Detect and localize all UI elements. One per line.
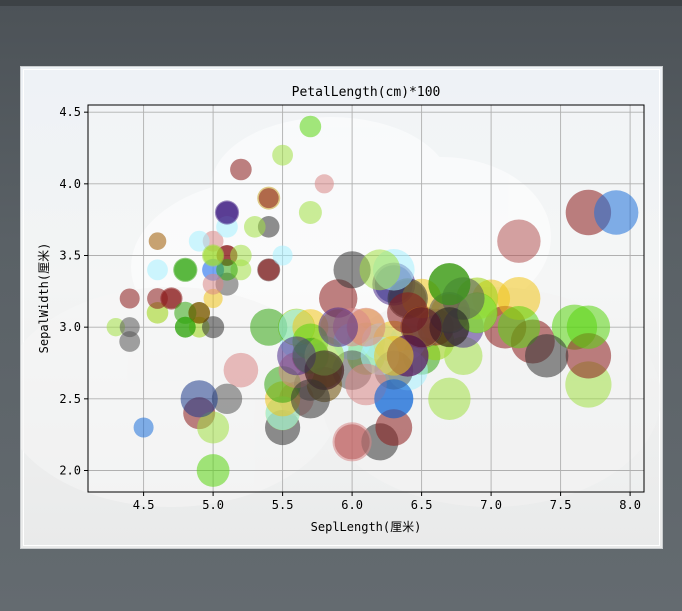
scatter-point (497, 305, 541, 349)
top-window-edge (0, 0, 682, 6)
scatter-point (375, 409, 413, 446)
scatter-point (119, 317, 140, 338)
scatter-point (257, 259, 280, 281)
scatter-point (188, 230, 210, 252)
plot-frame (87, 104, 645, 493)
scatter-point (359, 249, 401, 291)
scatter-point (428, 263, 471, 306)
x-tick-label: 5.5 (272, 498, 294, 512)
x-tick-label: 7.5 (550, 498, 572, 512)
y-tick-label: 4.5 (59, 105, 81, 119)
scatter-point (374, 336, 414, 376)
x-tick-label: 4.5 (133, 498, 155, 512)
scatter-point (244, 216, 266, 238)
scatter-point (401, 307, 442, 348)
scatter-point (566, 305, 611, 349)
scatter-point (211, 383, 243, 415)
scatter-point (215, 201, 239, 224)
y-tick-label: 3.5 (59, 249, 81, 263)
scatter-point (173, 257, 198, 282)
scatter-point (333, 251, 371, 289)
scatter-point (119, 288, 140, 309)
scatter-point (180, 380, 218, 418)
figure-inner-border (23, 69, 660, 546)
figure-window: 4.5 5.0 5.5 6.0 6.5 7.0 7.5 8.0 2.0 2.5 3.0 3.5 4.0… (20, 66, 663, 549)
x-tick-label: 6.0 (341, 498, 363, 512)
x-tick-label: 6.5 (411, 498, 433, 512)
x-axis-ticks: 4.5 5.0 5.5 6.0 6.5 7.0 7.5 8.0 (133, 492, 641, 512)
scatter-point (223, 352, 259, 388)
chart-title: PetalLength(cm)*100 (292, 85, 441, 100)
scatter-point (202, 273, 224, 295)
scatter-point (216, 259, 238, 281)
scatter-point (525, 334, 569, 378)
scatter-point (230, 158, 252, 181)
scatter-point (299, 115, 322, 138)
scatter-point (594, 190, 639, 235)
scatter-point (119, 331, 141, 352)
scatter-point (133, 417, 154, 438)
scatter-point (374, 379, 414, 419)
scatter-point (332, 422, 372, 462)
scatter-point (314, 174, 334, 194)
scatter-point (318, 307, 359, 347)
scatter-point (304, 350, 345, 390)
scatter-point (196, 454, 230, 487)
scatter-point (272, 245, 293, 266)
data-points (106, 115, 639, 487)
scatter-point (497, 219, 541, 263)
scatter-point (188, 302, 210, 324)
y-tick-label: 4.0 (59, 177, 81, 191)
scatter-point (250, 308, 288, 346)
scatter-point (429, 307, 470, 348)
y-axis-ticks: 2.0 2.5 3.0 3.5 4.0 4.5 (59, 105, 88, 478)
scatter-point (319, 279, 358, 318)
scatter-point (197, 411, 230, 444)
scatter-point (202, 316, 225, 339)
scatter-point (174, 316, 196, 338)
scatter-point (298, 201, 322, 224)
scatter-point (146, 302, 169, 324)
scatter-point (230, 244, 252, 267)
x-tick-label: 5.0 (202, 498, 224, 512)
y-tick-label: 2.0 (59, 464, 81, 478)
scatter-point (147, 288, 168, 309)
x-tick-label: 7.0 (480, 498, 502, 512)
scatter-chart: 4.5 5.0 5.5 6.0 6.5 7.0 7.5 8.0 2.0 2.5 3.0 3.5 4.0… (21, 85, 661, 534)
y-tick-label: 2.5 (59, 392, 81, 406)
scatter-point (202, 244, 225, 267)
scatter-point (106, 317, 126, 337)
scatter-point (148, 232, 167, 250)
y-tick-label: 3.0 (59, 320, 81, 334)
scatter-point (203, 288, 223, 309)
x-tick-label: 8.0 (619, 498, 641, 512)
y-axis-label: SepalWidth(厘米) (37, 243, 51, 354)
scatter-point (147, 259, 168, 281)
scatter-point (428, 377, 471, 421)
x-axis-label: SeplLength(厘米) (311, 520, 422, 534)
scatter-point (258, 188, 279, 209)
scatter-point (272, 144, 293, 166)
